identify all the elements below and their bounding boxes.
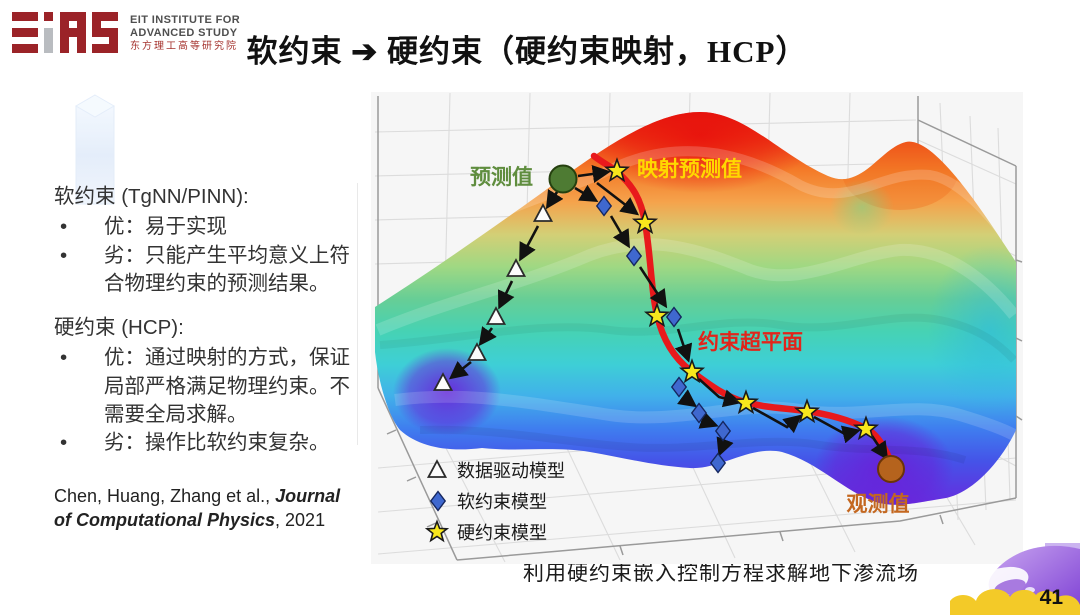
data-driven-marker bbox=[532, 203, 554, 222]
hard-constraint-heading: 硬约束 (HCP): bbox=[54, 316, 184, 340]
path-arrow bbox=[870, 435, 889, 461]
text-column-divider bbox=[357, 183, 358, 445]
citation-year: , 2021 bbox=[275, 509, 326, 530]
path-arrow bbox=[609, 215, 630, 249]
path-arrow bbox=[752, 406, 802, 434]
eias-logo-icon bbox=[12, 12, 118, 53]
observation-label: 观测值 bbox=[847, 492, 910, 516]
hard-constraint-marker bbox=[603, 157, 631, 183]
logo-line-3: 东方理工高等研究院 bbox=[130, 41, 238, 53]
left-text-panel: 软约束 (TgNN/PINN): • 优：易于实现 • 劣：只能产生平均意义上符… bbox=[54, 183, 362, 532]
hard-constraint-marker bbox=[643, 302, 671, 328]
data-driven-marker bbox=[485, 306, 507, 325]
soft-constraint-marker bbox=[690, 402, 708, 424]
optimization-paths bbox=[424, 152, 905, 543]
hard-constraint-marker bbox=[631, 209, 659, 235]
path-arrow bbox=[716, 436, 734, 457]
soft-bullet-2: • 劣：只能产生平均意义上符合物理约束的预测结果。 bbox=[54, 242, 362, 299]
soft-constraint-marker bbox=[670, 376, 688, 398]
logo-line-1: EIT INSTITUTE FOR bbox=[130, 14, 241, 26]
legend-label-hard: 硬约束模型 bbox=[457, 523, 547, 543]
page-number: 41 bbox=[1039, 586, 1063, 609]
figure-caption: 利用硬约束嵌入控制方程求解地下渗流场 bbox=[523, 561, 919, 585]
slide-title: 软约束 ➔ 硬约束（硬约束映射，HCP） bbox=[246, 34, 808, 69]
path-arrow bbox=[698, 411, 719, 429]
legend-label-soft: 软约束模型 bbox=[457, 492, 547, 512]
soft-constraint-marker bbox=[595, 195, 613, 217]
citation-authors: Chen, Huang, Zhang et al., bbox=[54, 485, 276, 506]
legend-diamond-icon bbox=[429, 490, 447, 512]
hard-bullet-1: • 优：通过映射的方式，保证局部严格满足物理约束。不需要全局求解。 bbox=[54, 344, 362, 429]
path-arrow bbox=[674, 328, 693, 363]
citation-journal: Journal of Computational Physics bbox=[54, 485, 341, 530]
data-driven-marker bbox=[466, 342, 488, 361]
legend-triangle-icon bbox=[426, 459, 448, 478]
bullet-icon: • bbox=[60, 431, 68, 455]
soft-constraint-marker bbox=[625, 245, 643, 267]
eias-logo: EIT INSTITUTE FOR ADVANCED STUDY 东方理工高等研… bbox=[12, 8, 240, 60]
path-arrow bbox=[677, 389, 698, 408]
legend-star-icon bbox=[424, 519, 450, 543]
soft-constraint-heading: 软约束 (TgNN/PINN): bbox=[54, 185, 249, 208]
hard-constraint-marker bbox=[793, 398, 821, 424]
soft-constraint-marker bbox=[714, 420, 732, 442]
soft-constraint-marker bbox=[665, 306, 683, 328]
citation: Chen, Huang, Zhang et al., Journal of Co… bbox=[54, 484, 344, 533]
corner-decoration-shapes bbox=[950, 543, 1080, 615]
pillar-decoration bbox=[73, 93, 117, 213]
data-driven-marker bbox=[432, 372, 454, 391]
hard-constraint-marker bbox=[852, 415, 880, 441]
eias-logo-text: EIT INSTITUTE FOR ADVANCED STUDY 东方理工高等研… bbox=[130, 8, 240, 53]
bullet-icon: • bbox=[60, 243, 68, 267]
figure-3d-surface: 预测值 映射预测值 约束超平面 观测值 数据驱动模型 软约束模型 硬约束模型 bbox=[370, 90, 1025, 573]
bullet-icon: • bbox=[60, 215, 68, 239]
path-arrow bbox=[596, 181, 640, 216]
observation-point bbox=[877, 455, 905, 483]
hard-bullet-2: • 劣：操作比软约束复杂。 bbox=[54, 429, 362, 457]
prediction-point bbox=[548, 164, 578, 194]
soft-bullet-1: • 优：易于实现 bbox=[54, 213, 362, 241]
path-arrow bbox=[448, 360, 472, 380]
path-arrow bbox=[813, 415, 861, 444]
path-arrow bbox=[577, 164, 611, 183]
hard-constraint-marker bbox=[678, 358, 706, 384]
path-arrow bbox=[698, 378, 742, 408]
legend-label-data-driven: 数据驱动模型 bbox=[457, 461, 565, 481]
hyperplane-label: 约束超平面 bbox=[698, 330, 803, 354]
corner-decoration bbox=[950, 535, 1080, 615]
path-arrow bbox=[574, 184, 599, 203]
soft-constraint-marker bbox=[709, 452, 727, 474]
prediction-label: 预测值 bbox=[470, 165, 533, 189]
logo-line-2: ADVANCED STUDY bbox=[130, 26, 238, 39]
data-driven-marker bbox=[505, 258, 527, 277]
path-arrow bbox=[545, 189, 564, 210]
path-arrow bbox=[497, 280, 515, 310]
hard-constraint-marker bbox=[732, 389, 760, 415]
path-arrow bbox=[478, 326, 497, 347]
path-arrow bbox=[638, 266, 668, 309]
figure-legend: 数据驱动模型 软约束模型 硬约束模型 bbox=[457, 461, 565, 543]
mapped-prediction-label: 映射预测值 bbox=[637, 157, 742, 181]
path-arrow bbox=[519, 225, 540, 262]
bullet-icon: • bbox=[60, 346, 68, 370]
